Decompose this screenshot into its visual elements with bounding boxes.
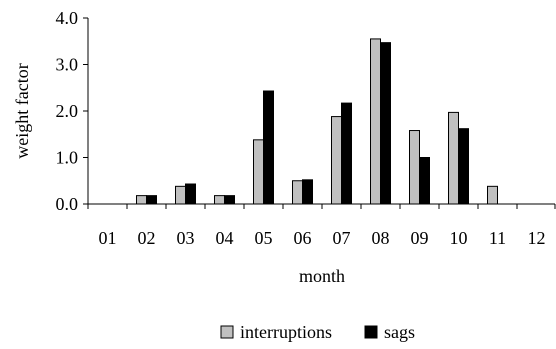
bar-interruptions-08 <box>370 38 381 205</box>
bar-interruptions-09 <box>409 130 420 205</box>
x-tick-label: 01 <box>99 228 117 248</box>
legend-swatch-sags <box>364 325 378 339</box>
x-tick-label: 08 <box>372 228 390 248</box>
bar-interruptions-11 <box>487 185 498 205</box>
bars <box>136 38 498 205</box>
x-tick-label: 09 <box>411 228 429 248</box>
y-tick-label: 0.0 <box>56 194 79 214</box>
x-tick-label: 06 <box>294 228 312 248</box>
bar-sags-04 <box>224 195 235 205</box>
y-axis: 0.0 1.0 2.0 3.0 4.0 <box>56 8 89 214</box>
bar-sags-02 <box>146 195 157 205</box>
bar-interruptions-02 <box>136 195 147 205</box>
bar-sags-10 <box>458 128 469 205</box>
x-tick-label: 05 <box>255 228 273 248</box>
bar-sags-06 <box>302 179 313 205</box>
x-tick-label: 03 <box>177 228 195 248</box>
y-axis-title: weight factor <box>12 63 32 158</box>
bar-interruptions-07 <box>331 116 342 205</box>
legend-label-interruptions: interruptions <box>240 322 332 342</box>
x-axis-title: month <box>299 266 345 286</box>
legend: interruptions sags <box>220 322 415 342</box>
bar-sags-08 <box>380 42 391 205</box>
legend-swatch-interruptions <box>220 325 234 339</box>
x-tick-label: 12 <box>528 228 546 248</box>
y-tick-label: 2.0 <box>56 101 79 121</box>
bar-interruptions-04 <box>214 195 225 205</box>
x-axis: 01 02 03 04 05 06 07 08 09 10 11 12 <box>87 203 556 248</box>
x-tick-label: 11 <box>489 228 506 248</box>
x-tick-label: 07 <box>333 228 351 248</box>
x-tick-label: 04 <box>216 228 234 248</box>
x-tick-label: 10 <box>450 228 468 248</box>
bar-sags-03 <box>185 183 196 205</box>
y-tick-label: 4.0 <box>56 8 79 28</box>
legend-label-sags: sags <box>384 322 415 342</box>
bar-interruptions-10 <box>448 111 459 205</box>
bar-interruptions-05 <box>253 139 264 205</box>
bar-sags-07 <box>341 102 352 205</box>
bar-interruptions-03 <box>175 185 186 205</box>
bar-sags-05 <box>263 90 274 205</box>
y-tick-label: 1.0 <box>56 148 79 168</box>
bar-sags-09 <box>419 157 430 205</box>
bar-interruptions-06 <box>292 180 303 205</box>
y-tick-label: 3.0 <box>56 55 79 75</box>
x-tick-label: 02 <box>138 228 156 248</box>
